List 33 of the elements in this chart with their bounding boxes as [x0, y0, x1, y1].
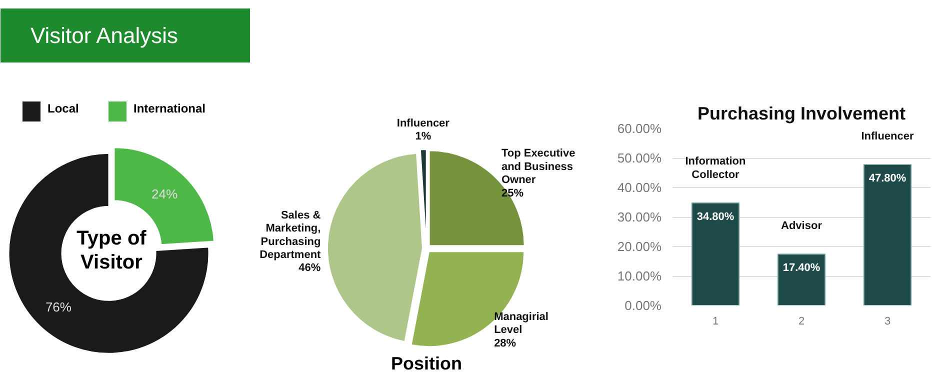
bar [691, 202, 740, 306]
data-label: 1% [415, 130, 432, 143]
text: Position [391, 354, 462, 374]
x-tick-label: 3 [884, 316, 891, 328]
chart-title: Purchasing Involvement [697, 104, 906, 124]
slice-label: Top Executive and Business Owner [501, 148, 576, 186]
y-tick-label: 60.00% [617, 121, 662, 136]
data-label: 24% [152, 186, 178, 202]
slice-label: Influencer [396, 117, 450, 130]
y-tick-label: 20.00% [617, 239, 662, 254]
x-tick-label: 2 [798, 316, 805, 328]
data-label: 28% [494, 337, 516, 350]
data-label: 17.40% [782, 262, 820, 274]
data-label: 46% [298, 262, 321, 274]
annotation: Influencer [861, 130, 915, 142]
data-label: 76% [45, 299, 72, 314]
data-label: 34.80% [696, 210, 734, 223]
y-tick-label: 0.00% [624, 298, 662, 313]
x-tick-label: 1 [712, 316, 719, 328]
text: Type of Visitor [76, 227, 147, 274]
slice-label: Sales & Marketing, Purchasing Department [260, 209, 322, 262]
y-tick-label: 50.00% [617, 150, 662, 166]
data-label: 47.80% [868, 172, 906, 184]
annotation: Advisor [781, 220, 823, 232]
legend-label: International [134, 102, 206, 116]
legend-label: Local [48, 102, 79, 116]
y-tick-label: 40.00% [617, 180, 662, 195]
annotation: Information Collector [685, 156, 746, 181]
y-tick-label: 30.00% [617, 210, 662, 224]
bar [863, 164, 912, 306]
y-tick-label: 10.00% [617, 268, 662, 284]
bar [777, 254, 826, 306]
text: Visitor Analysis [30, 23, 178, 48]
